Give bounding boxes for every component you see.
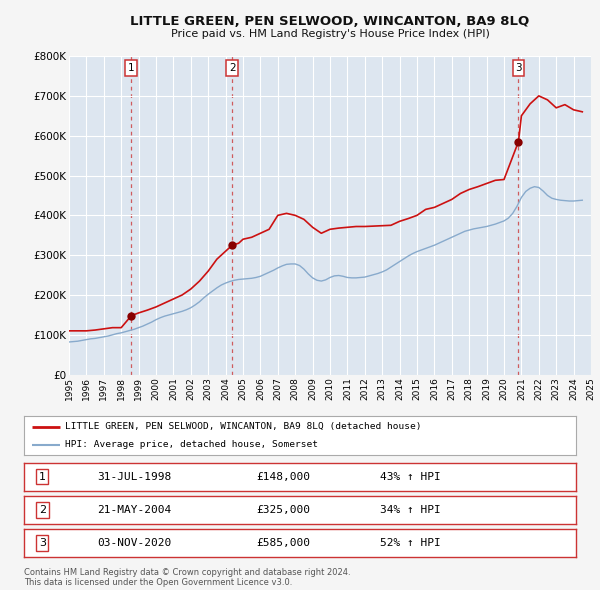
Text: 43% ↑ HPI: 43% ↑ HPI (380, 472, 441, 481)
Text: 52% ↑ HPI: 52% ↑ HPI (380, 538, 441, 548)
Text: £325,000: £325,000 (256, 505, 310, 514)
Text: Price paid vs. HM Land Registry's House Price Index (HPI): Price paid vs. HM Land Registry's House … (170, 29, 490, 38)
Text: 1: 1 (39, 472, 46, 481)
Text: 03-NOV-2020: 03-NOV-2020 (97, 538, 172, 548)
Text: 3: 3 (39, 538, 46, 548)
Text: LITTLE GREEN, PEN SELWOOD, WINCANTON, BA9 8LQ: LITTLE GREEN, PEN SELWOOD, WINCANTON, BA… (130, 15, 530, 28)
Text: LITTLE GREEN, PEN SELWOOD, WINCANTON, BA9 8LQ (detached house): LITTLE GREEN, PEN SELWOOD, WINCANTON, BA… (65, 422, 422, 431)
Text: 34% ↑ HPI: 34% ↑ HPI (380, 505, 441, 514)
Text: 1: 1 (128, 63, 134, 73)
Text: 21-MAY-2004: 21-MAY-2004 (97, 505, 172, 514)
Text: £148,000: £148,000 (256, 472, 310, 481)
Text: HPI: Average price, detached house, Somerset: HPI: Average price, detached house, Some… (65, 440, 319, 450)
Text: Contains HM Land Registry data © Crown copyright and database right 2024.
This d: Contains HM Land Registry data © Crown c… (24, 568, 350, 587)
Text: 3: 3 (515, 63, 522, 73)
Text: 2: 2 (229, 63, 236, 73)
Text: £585,000: £585,000 (256, 538, 310, 548)
Text: 31-JUL-1998: 31-JUL-1998 (97, 472, 172, 481)
Text: 2: 2 (38, 505, 46, 514)
